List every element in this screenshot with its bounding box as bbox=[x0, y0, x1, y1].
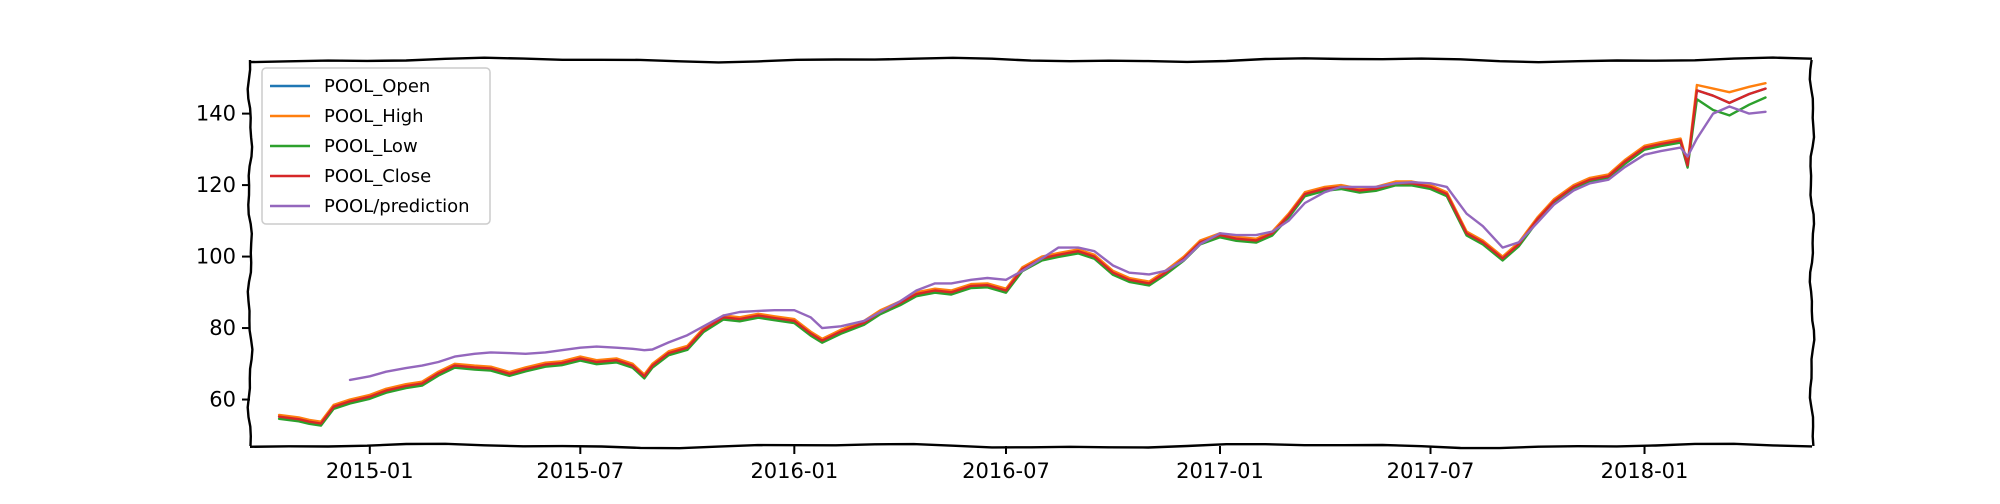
legend-label: POOL/prediction bbox=[324, 196, 470, 217]
x-tick-label: 2016-07 bbox=[962, 459, 1050, 483]
y-tick-label: 100 bbox=[196, 245, 236, 269]
frame-bottom bbox=[249, 442, 1813, 450]
plot-frame bbox=[246, 56, 1816, 450]
legend-label: POOL_Open bbox=[324, 76, 430, 97]
legend-label: POOL_High bbox=[324, 106, 424, 127]
x-tick-label: 2018-01 bbox=[1601, 459, 1689, 483]
x-tick-label: 2015-07 bbox=[536, 459, 624, 483]
x-axis: 2015-01 2015-07 2016-01 2016-07 2017-01 2017-… bbox=[326, 446, 1688, 483]
frame-top bbox=[249, 56, 1813, 64]
series-line-pool-prediction bbox=[348, 105, 1767, 382]
x-tick-label: 2017-07 bbox=[1387, 459, 1475, 483]
legend: POOL_Open POOL_High POOL_Low POOL_Close POOL… bbox=[261, 67, 491, 225]
y-tick-label: 80 bbox=[209, 316, 236, 340]
x-tick-label: 2017-01 bbox=[1176, 459, 1264, 483]
y-tick-label: 140 bbox=[196, 102, 236, 126]
legend-box bbox=[261, 67, 491, 225]
y-tick-label: 60 bbox=[209, 388, 236, 412]
legend-label: POOL_Close bbox=[324, 166, 431, 187]
x-tick-label: 2016-01 bbox=[750, 459, 838, 483]
frame-left bbox=[246, 59, 254, 447]
y-axis: 60 80 100 120 140 bbox=[196, 102, 250, 412]
x-tick-label: 2015-01 bbox=[326, 459, 414, 483]
y-tick-label: 120 bbox=[196, 173, 236, 197]
series-line-pool-low bbox=[277, 96, 1767, 427]
frame-right bbox=[1808, 59, 1816, 447]
legend-label: POOL_Low bbox=[324, 136, 418, 157]
series-layer bbox=[277, 82, 1767, 427]
